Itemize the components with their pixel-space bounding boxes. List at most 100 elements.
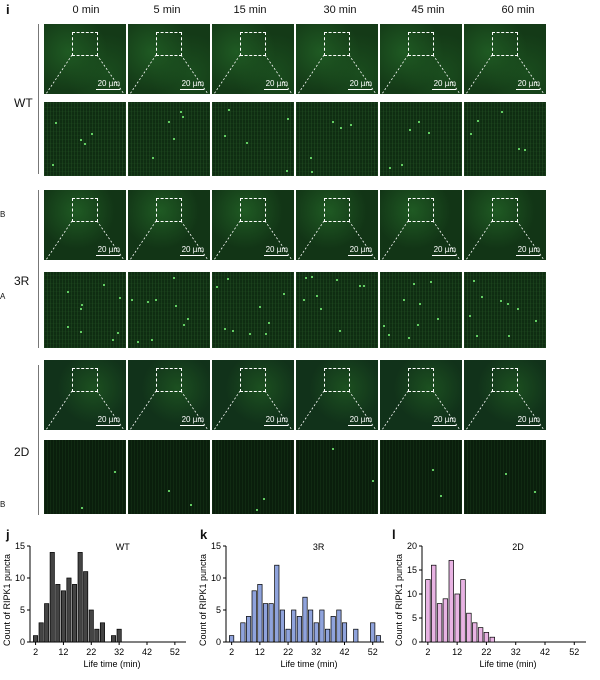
ripk1-punctum (534, 491, 536, 493)
scale-bar-label: 20 µm (97, 79, 120, 88)
ripk1-punctum (535, 320, 537, 322)
scale-bar-label: 20 µm (517, 415, 540, 424)
ripk1-punctum (224, 135, 226, 137)
ripk1-punctum (103, 284, 105, 286)
row-divider-3r (38, 190, 39, 348)
zoom-region-box (492, 368, 518, 392)
zoomed-image (44, 272, 126, 348)
scale-bar: 20 µm (432, 79, 456, 90)
histogram-bar (60, 590, 66, 643)
ripk1-punctum (55, 122, 57, 124)
ripk1-punctum (151, 339, 153, 341)
scale-bar-label: 20 µm (97, 415, 120, 424)
ripk1-punctum (332, 121, 334, 123)
zoomed-image (212, 440, 294, 514)
scale-bar-label: 20 µm (433, 245, 456, 254)
y-tick-label: 0 (20, 637, 25, 647)
ripk1-punctum (175, 305, 177, 307)
x-tick-label: 22 (481, 647, 491, 657)
histogram-bar (330, 616, 336, 643)
ripk1-punctum (303, 299, 305, 301)
ripk1-punctum (336, 279, 338, 281)
histogram-bar (477, 627, 484, 643)
ripk1-punctum (173, 277, 175, 279)
histogram-bar (49, 552, 55, 643)
x-tick-label: 42 (142, 647, 152, 657)
overview-image: 20 µm (128, 360, 210, 430)
histogram-bar (274, 564, 280, 643)
x-tick-label: 2 (425, 647, 430, 657)
zoomed-image (212, 272, 294, 348)
histogram-title: 3R (313, 542, 325, 552)
scale-bar-label: 20 µm (181, 245, 204, 254)
ripk1-punctum (501, 111, 503, 113)
scale-bar: 20 µm (516, 245, 540, 256)
panel-letter-i: i (6, 2, 10, 17)
ripk1-punctum (216, 286, 218, 288)
ripk1-punctum (440, 495, 442, 497)
y-tick-label: 5 (20, 605, 25, 615)
scale-bar: 20 µm (264, 415, 288, 426)
scale-bar: 20 µm (516, 79, 540, 90)
ripk1-punctum (263, 498, 265, 500)
y-tick-label: 15 (211, 541, 221, 551)
overview-image: 20 µm (380, 24, 462, 94)
histogram-bar (313, 622, 319, 643)
x-tick-label: 52 (569, 647, 579, 657)
zoom-region-box (156, 368, 182, 392)
ripk1-punctum (268, 322, 270, 324)
ripk1-punctum (81, 507, 83, 509)
ripk1-punctum (310, 157, 312, 159)
scale-bar: 20 µm (432, 415, 456, 426)
histogram-bar (448, 560, 454, 643)
x-axis-label: Life time (min) (83, 659, 140, 669)
histogram-bar (353, 628, 359, 643)
ripk1-punctum (305, 277, 307, 279)
scale-bar-label: 20 µm (181, 79, 204, 88)
overview-image: 20 µm (296, 360, 378, 430)
ripk1-punctum (332, 448, 334, 450)
ripk1-punctum (187, 318, 189, 320)
ripk1-punctum (470, 133, 472, 135)
histogram-bar (72, 584, 78, 643)
ripk1-punctum (339, 330, 341, 332)
histogram-bar (262, 603, 269, 643)
histogram-bar (375, 635, 381, 643)
histogram-bar (296, 616, 302, 643)
y-axis-label: Count of RIPK1 puncta (2, 554, 12, 646)
overview-image: 20 µm (296, 190, 378, 260)
histogram-2d: 0 5 10 15 20 2 12 22 32 42 52 Life time (min) Count … (394, 541, 586, 669)
ripk1-punctum (84, 143, 86, 145)
scale-bar: 20 µm (264, 245, 288, 256)
histogram-bar (472, 622, 478, 643)
histogram-wt: 0 5 10 15 2 12 22 32 42 52 Life time (min) Count of… (2, 541, 186, 669)
zoomed-image (128, 272, 210, 348)
ripk1-punctum (505, 473, 507, 475)
scale-bar: 20 µm (180, 245, 204, 256)
ripk1-punctum (389, 167, 391, 169)
zoom-region-box (72, 368, 98, 392)
ripk1-punctum (81, 304, 83, 306)
ripk1-punctum (173, 138, 175, 140)
scale-bar-label: 20 µm (433, 79, 456, 88)
ripk1-punctum (350, 124, 352, 126)
overview-image: 20 µm (464, 24, 546, 94)
y-axis-label: Count of RIPK1 puncta (394, 554, 404, 646)
histogram-bar (285, 628, 291, 643)
ripk1-punctum (117, 332, 119, 334)
ripk1-punctum (119, 297, 121, 299)
edge-mark: B (0, 210, 6, 219)
ripk1-punctum (80, 331, 82, 333)
ripk1-punctum (283, 293, 285, 295)
overview-image: 20 µm (128, 24, 210, 94)
histogram-bar (431, 564, 437, 643)
ripk1-punctum (419, 303, 421, 305)
scale-bar: 20 µm (348, 79, 372, 90)
x-tick-label: 2 (229, 647, 234, 657)
histogram-bar (442, 598, 449, 643)
histogram-bar (55, 584, 61, 643)
y-tick-label: 15 (15, 541, 25, 551)
ripk1-punctum (152, 157, 154, 159)
ripk1-punctum (418, 121, 420, 123)
zoom-region-box (240, 198, 266, 222)
